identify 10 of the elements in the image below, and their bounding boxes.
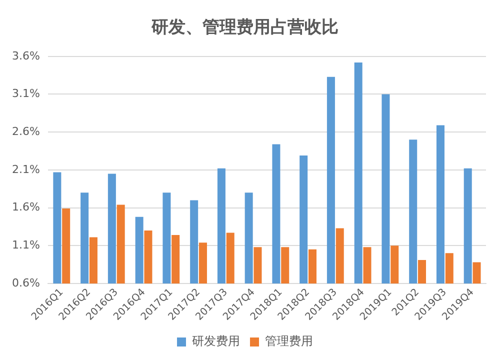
y-tick-label: 1.6%: [12, 200, 40, 214]
legend-label: 研发费用: [192, 334, 240, 348]
y-tick-label: 2.6%: [12, 124, 40, 138]
y-tick-label: 3.6%: [12, 49, 40, 62]
chart-title: 研发、管理费用占营收比: [150, 18, 338, 38]
y-tick-label: 3.1%: [12, 87, 40, 100]
y-tick-label: 2.1%: [12, 162, 40, 176]
legend-label: 管理费用: [265, 334, 313, 348]
y-tick-label: 0.6%: [12, 276, 40, 290]
y-tick-label: 1.1%: [12, 238, 40, 252]
